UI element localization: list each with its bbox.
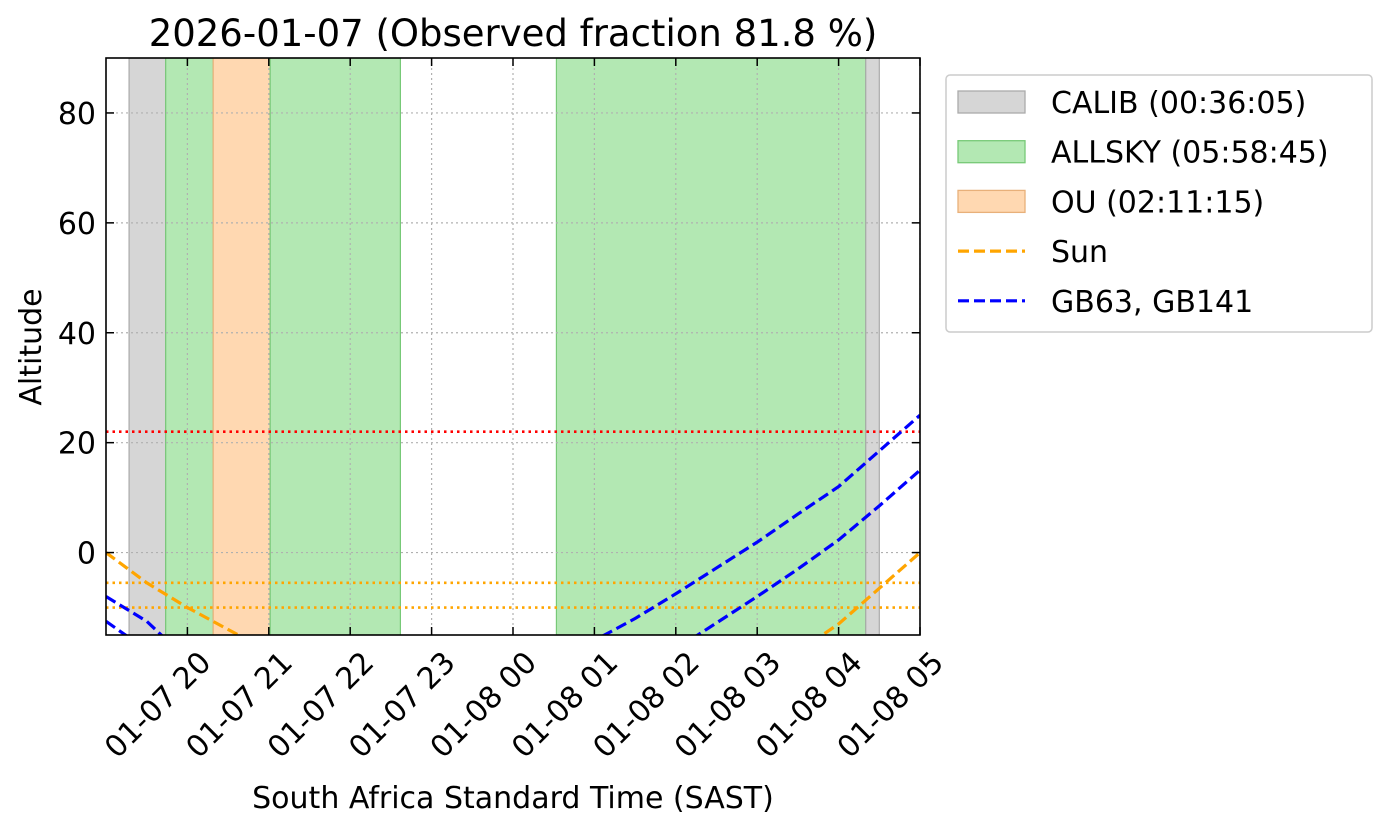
span-allsky-3 xyxy=(269,58,401,635)
legend: CALIB (00:36:05) ALLSKY (05:58:45) OU (02:… xyxy=(945,74,1373,333)
y-tick-label: 40 xyxy=(58,317,96,352)
series-line-sun xyxy=(106,551,920,635)
legend-swatch-0 xyxy=(957,90,1026,114)
y-tick-label: 80 xyxy=(58,97,96,132)
span-allsky-1 xyxy=(165,58,214,635)
altitude-series xyxy=(106,413,920,635)
y-tick-label: 0 xyxy=(77,537,96,572)
legend-label: OU (02:11:15) xyxy=(1051,185,1264,220)
y-axis-ticks: 0 20 40 60 80 xyxy=(58,97,920,572)
legend-label: CALIB (00:36:05) xyxy=(1051,86,1306,121)
series-line-gb141 xyxy=(106,468,920,635)
legend-label: ALLSKY (05:58:45) xyxy=(1051,136,1329,171)
observation-spans xyxy=(128,58,880,635)
legend-swatch-2 xyxy=(957,189,1026,214)
span-calib-5 xyxy=(865,58,880,635)
legend-frame xyxy=(945,74,1373,333)
x-axis-label: South Africa Standard Time (SAST) xyxy=(252,781,774,816)
threshold-lines xyxy=(106,430,920,609)
span-allsky-4 xyxy=(555,58,867,635)
y-axis-label: Altitude xyxy=(14,288,49,405)
legend-label: Sun xyxy=(1051,235,1108,270)
legend-label: GB63, GB141 xyxy=(1051,285,1253,320)
y-tick-label: 20 xyxy=(58,427,96,462)
legend-swatch-1 xyxy=(957,140,1026,164)
y-tick-label: 60 xyxy=(58,207,96,242)
chart-title: 2026-01-07 (Observed fraction 81.8 %) xyxy=(149,12,878,55)
span-calib-0 xyxy=(128,58,167,635)
span-ou-2 xyxy=(212,58,271,635)
series-line-gb63 xyxy=(106,413,920,635)
